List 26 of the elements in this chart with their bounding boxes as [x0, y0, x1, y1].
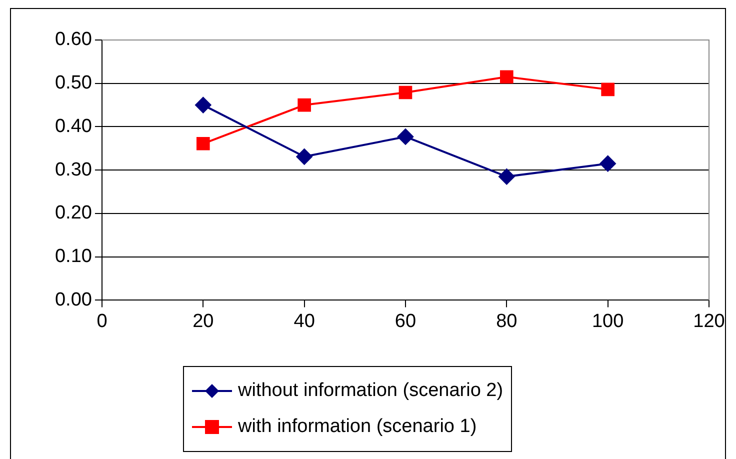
point	[398, 86, 412, 100]
point	[500, 70, 514, 84]
y-tick-label: 0.30	[54, 159, 92, 180]
point	[601, 82, 614, 96]
point	[298, 98, 311, 112]
point	[498, 168, 515, 185]
y-tick-label: 0.10	[54, 246, 92, 268]
point	[397, 128, 414, 145]
x-tick-label: 60	[394, 310, 416, 332]
y-tick-label: 0.00	[54, 289, 92, 310]
point	[600, 156, 616, 172]
point	[196, 136, 210, 150]
x-tick-label: 80	[496, 310, 518, 332]
x-tick-label: 120	[693, 310, 725, 332]
x-tick-label: 0	[96, 310, 108, 332]
x-tick-label: 20	[192, 310, 214, 332]
x-tick-label: 100	[592, 310, 624, 332]
point	[296, 148, 312, 165]
legend-label: with information (scenario 1)	[238, 416, 477, 438]
y-tick-label: 0.20	[54, 202, 92, 224]
y-tick-label: 0.40	[54, 116, 92, 137]
point	[195, 97, 212, 114]
y-tick-label: 0.50	[54, 72, 92, 94]
y-tick-label: 0.60	[54, 29, 92, 50]
x-tick-label: 40	[294, 310, 315, 332]
legend-label: without information (scenario 2)	[238, 380, 504, 402]
